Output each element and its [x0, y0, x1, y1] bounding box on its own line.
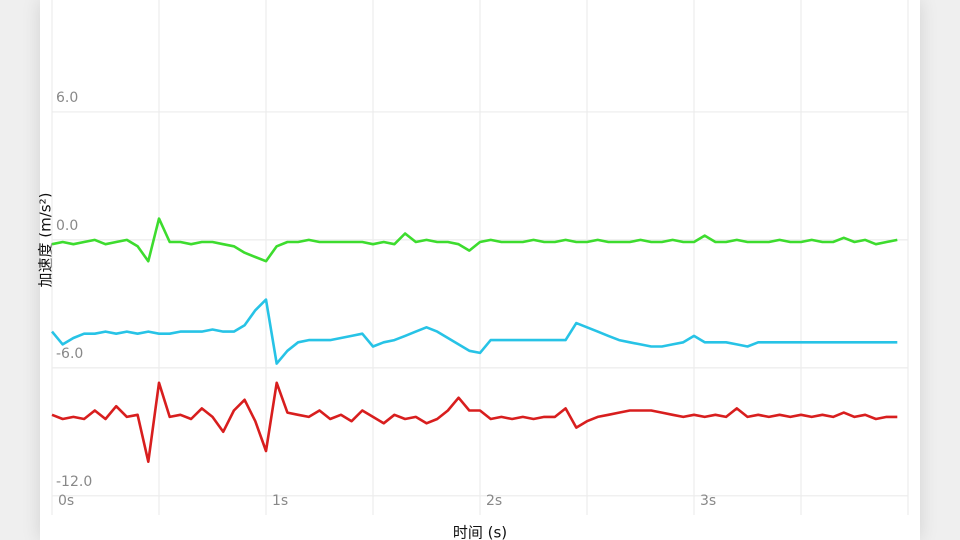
x-tick-label: 1s: [272, 493, 288, 509]
data-line: [51, 381, 898, 463]
x-axis-title: 时间 (s): [453, 524, 507, 540]
y-tick-label: 0.0: [56, 218, 78, 234]
data-line: [51, 298, 898, 365]
y-tick-label: -12.0: [56, 474, 92, 490]
y-tick-label: 6.0: [56, 90, 78, 106]
y-tick-label: -6.0: [56, 346, 83, 362]
x-tick-label: 2s: [486, 493, 502, 509]
data-line: [51, 217, 898, 263]
x-tick-label: 0s: [58, 493, 74, 509]
x-tick-label: 3s: [700, 493, 716, 509]
y-axis-title: 加速度 (m/s²): [37, 193, 55, 288]
